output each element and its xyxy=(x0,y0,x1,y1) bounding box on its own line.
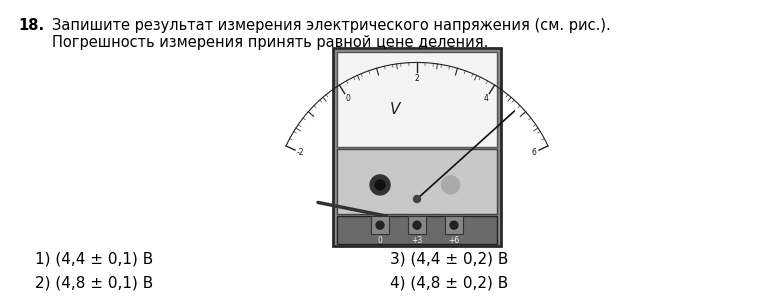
Bar xyxy=(337,216,497,244)
Text: -2: -2 xyxy=(296,148,304,157)
Text: 18.: 18. xyxy=(18,18,44,33)
Bar xyxy=(371,216,389,234)
Text: 0: 0 xyxy=(378,236,382,245)
Bar xyxy=(333,48,501,246)
Text: 4) (4,8 ± 0,2) В: 4) (4,8 ± 0,2) В xyxy=(390,275,509,290)
Circle shape xyxy=(413,221,421,229)
Circle shape xyxy=(375,180,385,190)
Text: 0: 0 xyxy=(346,94,350,103)
Bar xyxy=(408,216,426,234)
Text: 4: 4 xyxy=(484,94,488,103)
Bar xyxy=(337,149,497,214)
FancyBboxPatch shape xyxy=(337,52,497,147)
Bar xyxy=(445,216,463,234)
Text: +6: +6 xyxy=(448,236,459,245)
Circle shape xyxy=(376,221,384,229)
Text: 6: 6 xyxy=(531,148,536,157)
Circle shape xyxy=(441,176,459,194)
Text: +3: +3 xyxy=(411,236,423,245)
Circle shape xyxy=(370,175,390,195)
Text: V: V xyxy=(390,102,400,117)
Text: Запишите результат измерения электрического напряжения (см. рис.).: Запишите результат измерения электрическ… xyxy=(52,18,611,33)
Circle shape xyxy=(450,221,458,229)
Text: 1) (4,4 ± 0,1) В: 1) (4,4 ± 0,1) В xyxy=(35,251,153,266)
Text: Погрешность измерения принять равной цене деления.: Погрешность измерения принять равной цен… xyxy=(52,35,488,50)
Circle shape xyxy=(413,195,420,202)
Text: 2) (4,8 ± 0,1) В: 2) (4,8 ± 0,1) В xyxy=(35,275,153,290)
Text: 3) (4,4 ± 0,2) В: 3) (4,4 ± 0,2) В xyxy=(390,251,509,266)
Text: 2: 2 xyxy=(415,74,420,83)
